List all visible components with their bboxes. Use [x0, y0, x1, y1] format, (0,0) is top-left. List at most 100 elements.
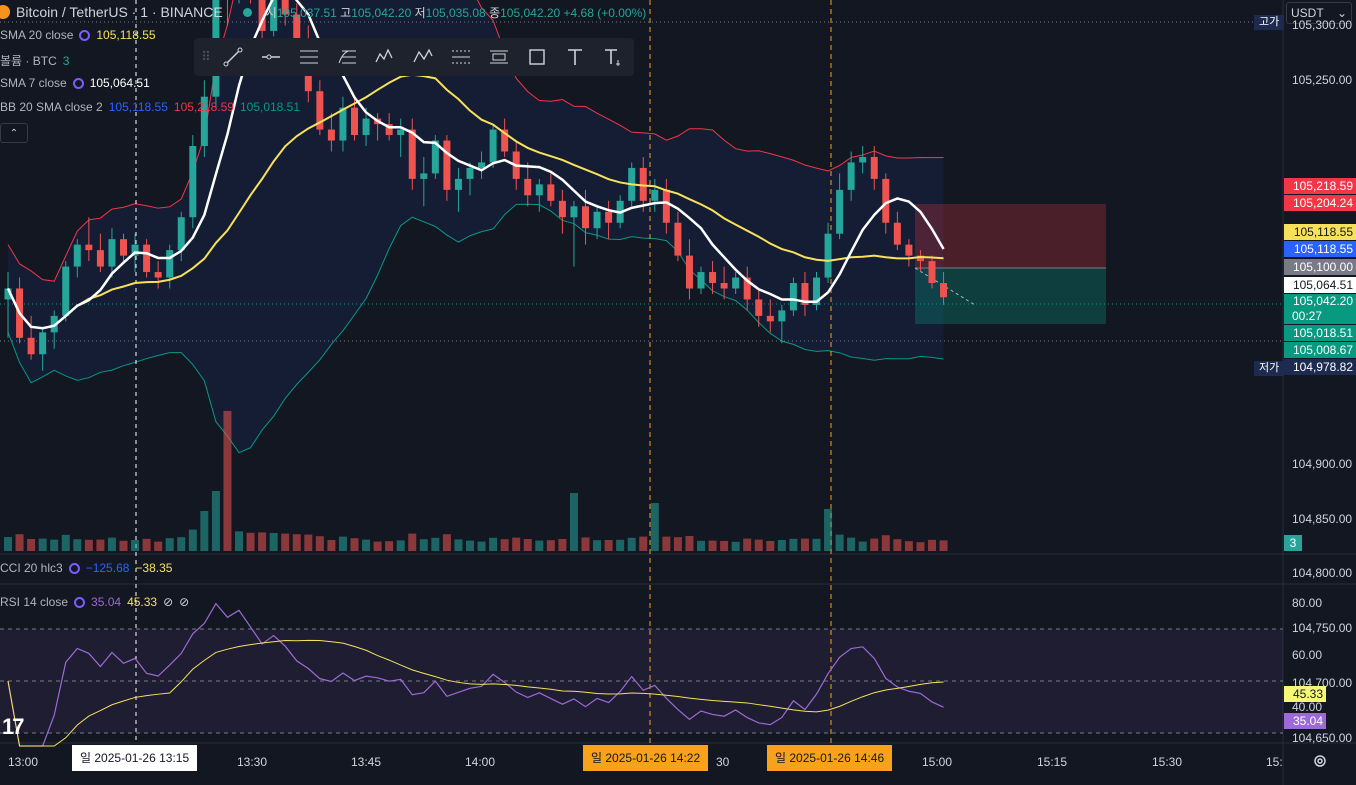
anchored-text-icon[interactable] — [594, 38, 632, 76]
volume-bar — [223, 411, 232, 551]
price-tick: 105,300.00 — [1292, 18, 1353, 33]
rsi-tick: 40.00 — [1292, 700, 1323, 714]
candle-body — [270, 0, 278, 31]
candle-body — [593, 211, 601, 229]
time-tick: 13:45 — [351, 755, 382, 769]
volume-bar — [466, 540, 474, 551]
candle-body — [478, 162, 486, 168]
price-tick: 104,650.00 — [1292, 730, 1353, 745]
tradingview-logo-icon[interactable]: 17 — [2, 714, 25, 739]
legend-cci[interactable]: CCI 20 hlc3 −125.68 −38.35 — [0, 561, 173, 575]
candle-body — [408, 129, 416, 179]
volume-bar — [546, 540, 555, 551]
date-range-icon[interactable] — [480, 38, 518, 76]
candle-body — [813, 277, 820, 305]
candle-body — [836, 189, 844, 234]
fib-retracement-icon[interactable] — [328, 38, 366, 76]
text-icon[interactable] — [556, 38, 594, 76]
candle-body — [870, 156, 878, 179]
volume-bar — [50, 539, 59, 551]
candle-body — [651, 189, 659, 201]
candle-body — [96, 250, 104, 267]
candle-body — [420, 173, 428, 179]
settings-sync-icon[interactable] — [72, 77, 84, 89]
rectangle-icon[interactable] — [518, 38, 556, 76]
drawing-toolbar[interactable]: ⠿ — [194, 38, 634, 76]
legend-volume[interactable]: 볼륨 · BTC 3 — [0, 53, 70, 69]
volume-bar — [662, 536, 671, 551]
volume-bar — [893, 539, 902, 551]
sma20-line — [7, 73, 944, 330]
elliott-wave-icon[interactable] — [366, 38, 404, 76]
long-position-tool[interactable] — [914, 204, 1106, 324]
price-tick: 104,800.00 — [1292, 566, 1353, 581]
volume-bar — [154, 541, 163, 551]
legend-rsi[interactable]: RSI 14 close 35.04 45.33 ⊘ ⊘ — [0, 595, 190, 609]
volume-bar — [385, 541, 394, 551]
trend-line-icon[interactable] — [214, 38, 252, 76]
settings-sync-icon[interactable] — [74, 596, 86, 608]
symbol-title[interactable]: Bitcoin / TetherUS · 1 · BINANCE — [16, 4, 223, 20]
volume-bar — [142, 538, 151, 551]
price-range-icon[interactable] — [442, 38, 480, 76]
volume-bar — [731, 541, 740, 551]
candle-body — [489, 129, 497, 163]
legend-bollinger[interactable]: BB 20 SMA close 2 105,118.55 105,218.59 … — [0, 100, 301, 114]
time-marker-lines — [135, 0, 832, 743]
legend-sma7[interactable]: SMA 7 close 105,064.51 — [0, 76, 150, 90]
candle-body — [177, 217, 185, 251]
bb-upper-line — [7, 0, 944, 282]
candle-body — [351, 107, 358, 136]
volume-bar — [477, 541, 486, 551]
volume-bar — [489, 537, 498, 551]
candle-body — [466, 167, 474, 179]
volume-bar — [847, 537, 856, 551]
candle-body — [258, 0, 266, 31]
volume-bar — [165, 538, 174, 551]
volume-bar — [27, 539, 36, 551]
candle-body — [454, 178, 462, 190]
candle-body — [385, 124, 393, 136]
candle-body — [501, 129, 509, 152]
candle-body — [154, 272, 162, 278]
candle-body — [4, 288, 12, 300]
volume-bar — [454, 539, 463, 551]
legend-sma20[interactable]: SMA 20 close 105,118.55 — [0, 28, 156, 42]
horizontal-ray-icon[interactable] — [252, 38, 290, 76]
candle-body — [662, 189, 670, 223]
candle-body — [905, 244, 913, 256]
volume-bar — [616, 539, 625, 551]
volume-bar — [627, 537, 636, 551]
candle-body — [166, 250, 174, 278]
rsi-tick: 80.00 — [1292, 596, 1323, 610]
settings-gear-icon[interactable] — [1312, 753, 1328, 769]
candle-body — [535, 184, 543, 196]
volume-bar — [304, 534, 313, 551]
candle-body — [108, 239, 116, 267]
hidden-plot-icon[interactable]: ⊘ — [179, 595, 190, 609]
volume-label: 3 — [1284, 535, 1302, 551]
candle-body — [789, 283, 797, 311]
drag-handle-icon[interactable]: ⠿ — [201, 49, 211, 64]
time-tick: 15: — [1266, 755, 1283, 769]
candle-body — [316, 91, 324, 130]
candle-body — [893, 222, 901, 245]
currency-selector[interactable]: USDT ⌄ — [1286, 2, 1352, 24]
volume-bar — [442, 534, 451, 551]
candle-body — [362, 118, 370, 136]
collapse-legend-button[interactable]: ⌃ — [0, 123, 28, 143]
candle-body — [62, 266, 70, 316]
settings-sync-icon[interactable] — [68, 562, 80, 574]
settings-sync-icon[interactable] — [79, 29, 91, 41]
volume-bar — [939, 540, 948, 551]
hidden-plot-icon[interactable]: ⊘ — [163, 595, 174, 609]
abcd-pattern-icon[interactable] — [404, 38, 442, 76]
volume-bar — [131, 540, 140, 551]
candle-body — [824, 233, 832, 278]
parallel-channel-icon[interactable] — [290, 38, 328, 76]
volume-bar — [4, 537, 12, 551]
time-tick: 13:00 — [8, 755, 39, 769]
price-label-entry: 105,100.00 — [1284, 259, 1356, 275]
